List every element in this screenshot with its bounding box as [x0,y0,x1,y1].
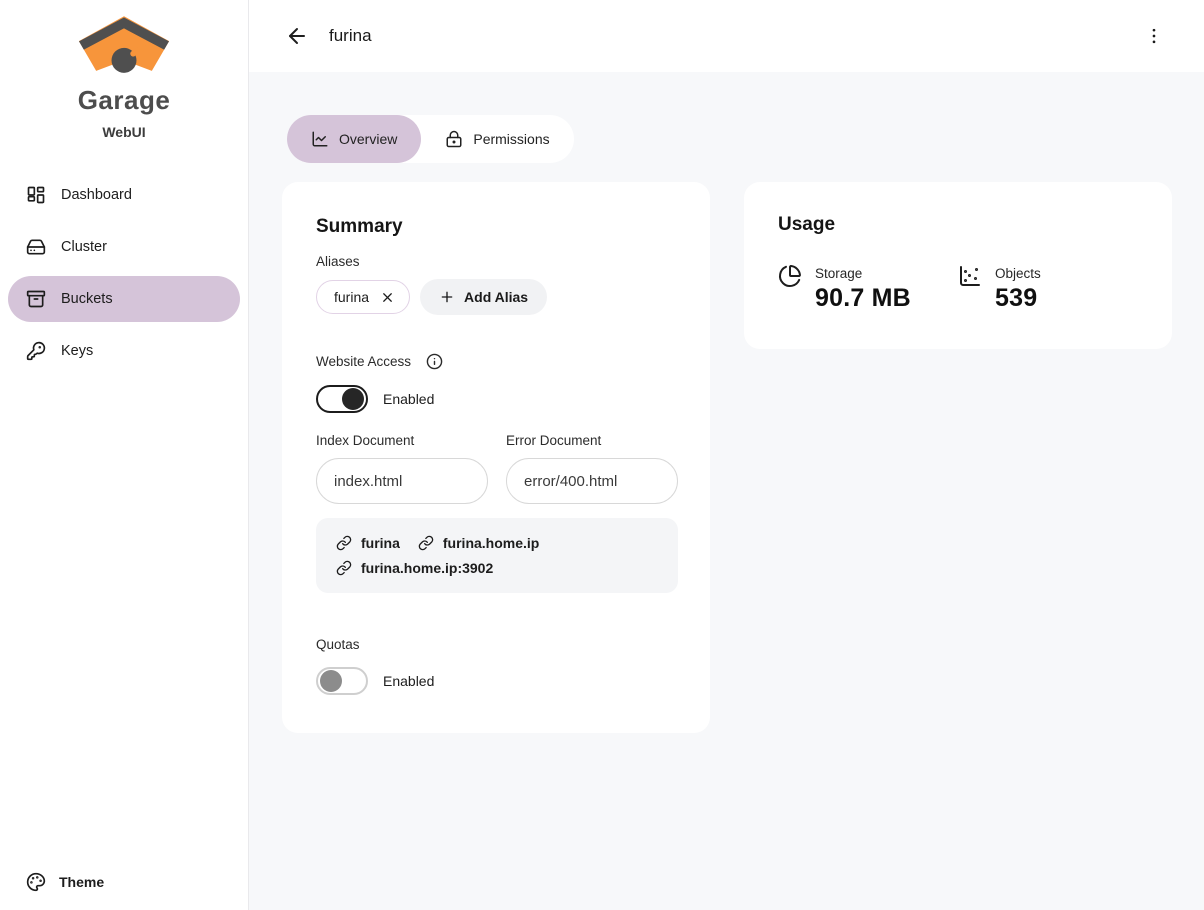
index-document-input[interactable] [316,458,488,504]
sidebar-nav: Dashboard Cluster Buckets Keys [0,172,248,374]
storage-value: 90.7 MB [815,284,911,312]
error-document-label: Error Document [506,433,602,448]
back-button[interactable] [285,24,309,48]
palette-icon [26,872,46,892]
website-access-toggle[interactable] [316,385,368,413]
sidebar-item-label: Cluster [61,239,107,255]
content-area: Overview Permissions Summary Aliases fur… [249,72,1204,733]
tab-bar: Overview Permissions [287,115,574,163]
link-icon [336,560,352,576]
usage-card: Usage Storage 90.7 MB [744,182,1172,349]
tab-permissions[interactable]: Permissions [421,115,573,163]
storage-metric: Storage 90.7 MB [778,264,958,313]
lock-icon [446,130,462,148]
theme-label: Theme [59,874,105,890]
summary-card-title: Summary [316,216,403,237]
logo-area: Garage WebUI [0,0,248,140]
pie-chart-icon [778,264,802,288]
website-link-label: furina [361,535,400,551]
objects-metric: Objects 539 [958,264,1138,313]
website-access-toggle-label: Enabled [383,391,435,407]
error-document-input[interactable] [506,458,678,504]
scatter-chart-icon [958,264,982,288]
aliases-label: Aliases [316,254,360,269]
usage-card-title: Usage [778,214,836,235]
toggle-knob [342,388,364,410]
arrow-left-icon [289,28,305,44]
main-area: furina Overview Permissions S [249,0,1204,910]
index-document-label: Index Document [316,433,415,448]
page-title: furina [329,26,372,45]
info-icon[interactable] [426,353,443,370]
garage-logo-icon [78,16,170,73]
sidebar-item-cluster[interactable]: Cluster [8,224,240,270]
buckets-icon [26,290,46,308]
alias-chip-label: furina [334,289,370,305]
link-icon [336,535,352,551]
sidebar-item-label: Dashboard [61,187,132,203]
website-link-label: furina.home.ip:3902 [361,560,494,576]
summary-card: Summary Aliases furina Add Alias [282,182,710,733]
more-options-button[interactable] [1142,24,1166,48]
tab-label: Permissions [473,131,550,147]
keys-icon [26,341,46,361]
dashboard-icon [27,186,45,204]
objects-value: 539 [995,284,1038,312]
sidebar-item-label: Keys [61,343,94,359]
website-link-label: furina.home.ip [442,535,540,551]
objects-label: Objects [995,266,1041,281]
theme-button[interactable]: Theme [0,872,248,892]
plus-icon [441,291,453,303]
website-links-box: furina furina.home.ip furina.home.ip:390… [316,518,678,593]
tab-overview[interactable]: Overview [287,115,422,163]
remove-alias-icon[interactable] [380,290,395,305]
tab-label: Overview [339,131,398,147]
sidebar-item-dashboard[interactable]: Dashboard [8,172,240,218]
quotas-toggle[interactable] [316,667,368,695]
storage-label: Storage [815,266,863,281]
quotas-label: Quotas [316,637,360,652]
add-alias-button[interactable]: Add Alias [420,279,548,315]
website-access-label: Website Access [316,354,412,369]
sidebar-item-buckets[interactable]: Buckets [8,276,240,322]
sidebar-item-label: Buckets [61,291,113,307]
app-subtitle: WebUI [102,124,146,140]
sidebar: Garage WebUI Dashboard Cluster Buckets K… [0,0,249,910]
alias-chip[interactable]: furina [316,280,411,314]
website-link[interactable]: furina.home.ip [418,535,539,551]
page-header: furina [249,0,1204,72]
chart-line-icon [312,131,328,147]
sidebar-item-keys[interactable]: Keys [8,328,240,374]
website-link[interactable]: furina.home.ip:3902 [336,560,493,576]
link-icon [418,535,434,551]
alias-row: furina Add Alias [316,279,676,315]
kebab-menu-icon [1152,28,1156,44]
cluster-icon [26,239,46,255]
app-title: Garage [77,85,171,115]
add-alias-label: Add Alias [464,289,529,305]
quotas-toggle-label: Enabled [383,673,435,689]
website-link[interactable]: furina [336,535,400,551]
toggle-knob [320,670,342,692]
